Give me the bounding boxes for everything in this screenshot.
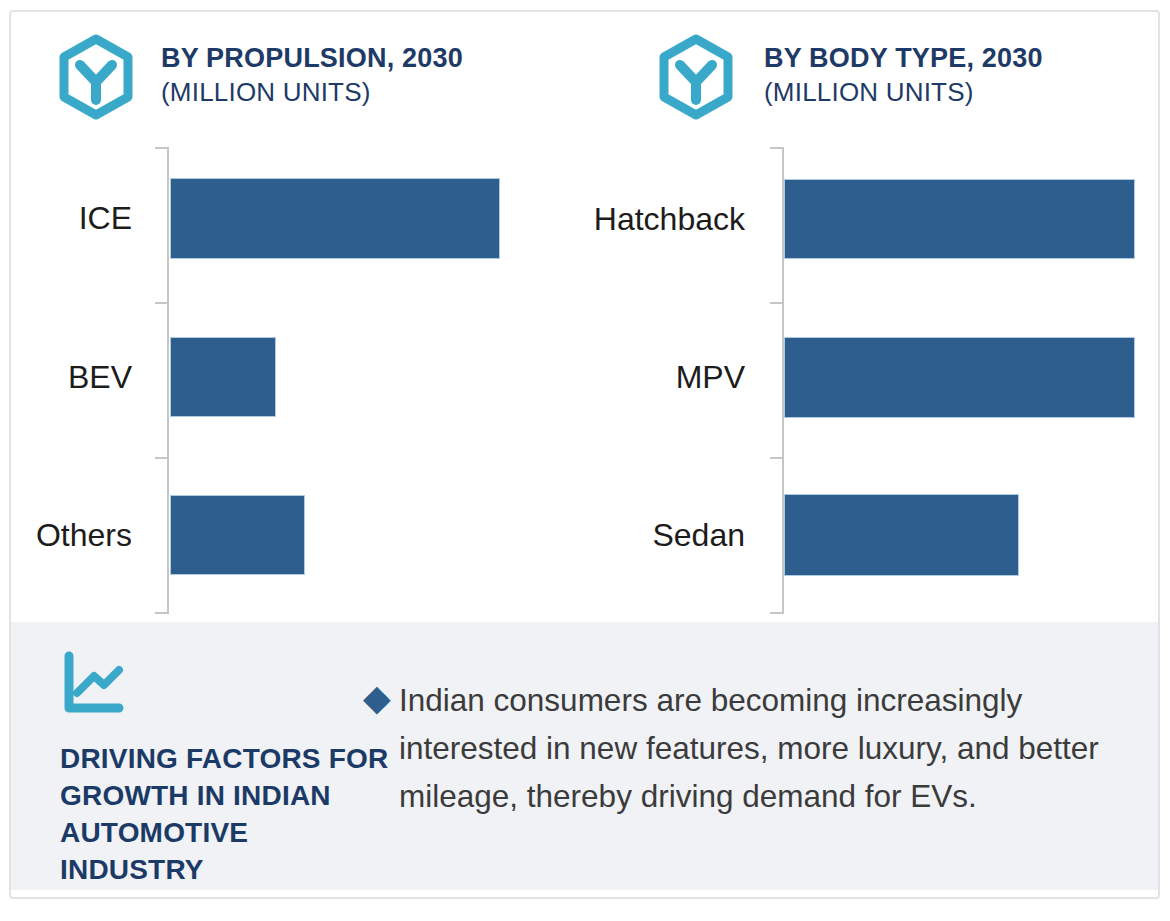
line-chart-icon — [60, 649, 126, 721]
hexagon-y-icon — [657, 33, 735, 125]
bar-hatchback — [784, 179, 1135, 259]
bar-ice — [170, 178, 500, 259]
category-label-others: Others — [0, 513, 132, 557]
axis-tick — [155, 457, 168, 459]
category-label-hatchback: Hatchback — [500, 197, 745, 241]
hexagon-y-icon — [57, 33, 135, 125]
axis-tick — [155, 147, 168, 149]
axis-tick — [155, 612, 168, 614]
category-label-mpv: MPV — [500, 355, 745, 399]
axis-tick — [155, 302, 168, 304]
bar-sedan — [784, 494, 1019, 576]
category-label-sedan: Sedan — [500, 513, 745, 557]
body-type-units-label: (MILLION UNITS) — [764, 75, 1043, 109]
body-type-header: BY BODY TYPE, 2030 (MILLION UNITS) — [764, 41, 1043, 109]
category-label-bev: BEV — [0, 355, 132, 399]
axis-tick — [770, 302, 783, 304]
axis-tick — [770, 457, 783, 459]
insight-text: Indian consumers are becoming increasing… — [399, 676, 1144, 820]
propulsion-units-label: (MILLION UNITS) — [161, 75, 463, 109]
bar-mpv — [784, 337, 1135, 418]
axis-tick — [770, 147, 783, 149]
bar-bev — [170, 337, 276, 417]
bar-others — [170, 495, 305, 575]
diamond-bullet-icon: ◆ — [363, 678, 391, 718]
propulsion-y-axis — [167, 147, 169, 614]
body-type-title: BY BODY TYPE, 2030 — [764, 41, 1043, 75]
axis-tick — [770, 612, 783, 614]
propulsion-header: BY PROPULSION, 2030 (MILLION UNITS) — [161, 41, 463, 109]
driving-factors-heading: DRIVING FACTORS FOR GROWTH IN INDIAN AUT… — [60, 740, 400, 888]
category-label-ice: ICE — [0, 196, 132, 240]
propulsion-title: BY PROPULSION, 2030 — [161, 41, 463, 75]
